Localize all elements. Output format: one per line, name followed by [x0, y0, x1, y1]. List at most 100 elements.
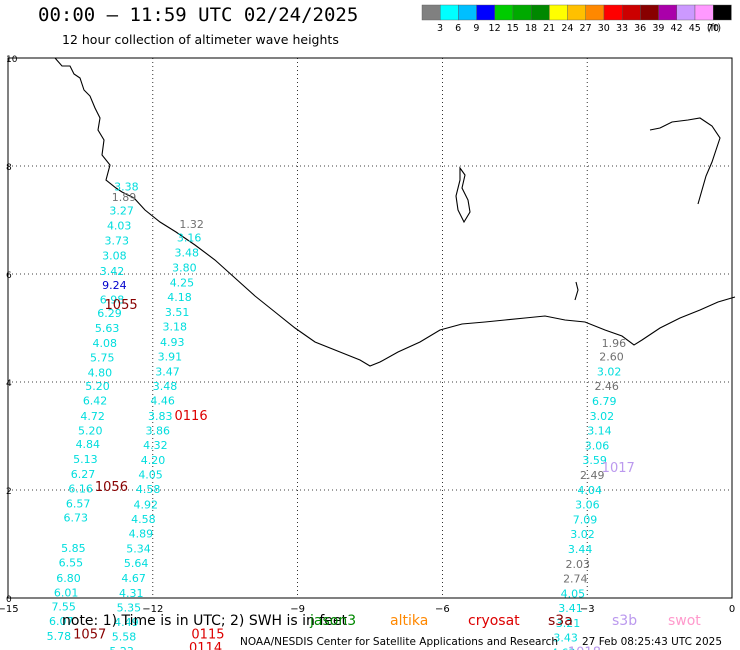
pass-time-label: 1055: [105, 298, 138, 313]
mission-s3a: s3a: [548, 613, 573, 629]
wave-height-value: 3.18: [162, 321, 187, 334]
color-legend: 3 6 9 12 15 18 21 24 27 30 33 36 39 42 45 70(ft): [421, 4, 732, 34]
y-tick-label: 10: [6, 55, 18, 65]
legend-unit: (ft): [707, 23, 721, 34]
legend-swatch: [494, 4, 514, 21]
legend-swatch: [640, 4, 659, 21]
wave-height-value: 5.63: [95, 322, 120, 335]
x-tick-label: −6: [435, 604, 450, 615]
mission-swot: swot: [668, 613, 701, 629]
wave-height-value: 4.58: [136, 483, 161, 496]
wave-height-value: 6.29: [97, 307, 122, 320]
wave-height-value: 6.98: [100, 294, 125, 307]
wave-height-value: 4.49: [114, 616, 139, 629]
legend-label: 27: [580, 23, 592, 34]
wave-height-value: 6.42: [83, 395, 108, 408]
legend-swatch: [567, 4, 586, 21]
wave-height-value: 4.04: [578, 484, 603, 497]
pass-time-label: 0114: [189, 641, 222, 650]
wave-height-value: 4.20: [141, 454, 166, 467]
wave-height-value: 6.73: [64, 511, 89, 524]
wave-height-value: 3.06: [575, 498, 600, 511]
wave-height-value: 2.46: [594, 380, 619, 393]
pass-time-label: 1018: [568, 645, 601, 650]
west-africa-coast: [54, 57, 736, 367]
wave-height-value: 4.80: [88, 367, 113, 380]
mission-jason3: jason3: [309, 613, 356, 629]
wave-height-value: 3.59: [582, 454, 607, 467]
wave-height-value: 4.46: [150, 395, 175, 408]
legend-swatch: [603, 4, 623, 21]
wave-height-value: 5.34: [126, 543, 150, 556]
wave-height-value: 6.80: [56, 572, 80, 585]
legend-label: 18: [525, 23, 537, 34]
wave-height-value: 4.03: [107, 220, 131, 233]
x-axis-ticks: −15 −12 −9 −6 −3 0: [0, 604, 735, 615]
wave-height-value: 3.08: [102, 249, 127, 262]
wave-height-value: 6.16: [68, 483, 93, 496]
legend-swatch: [713, 4, 732, 21]
wave-height-value: 4.67: [121, 572, 146, 585]
y-tick-label: 6: [6, 271, 12, 281]
wave-height-value: 4.63: [551, 646, 576, 650]
legend-label: 21: [543, 23, 555, 34]
wave-height-value: 4.18: [167, 291, 192, 304]
wave-height-value: 3.38: [114, 180, 139, 193]
legend-swatch: [476, 4, 496, 21]
wave-height-value: 3.16: [177, 232, 202, 245]
wave-height-value: 3.47: [155, 366, 180, 379]
wave-height-value: 3.06: [585, 440, 610, 453]
wave-height-value: 5.75: [90, 351, 115, 364]
wave-height-value: 2.60: [599, 350, 624, 363]
legend-label: 12: [489, 23, 501, 34]
wave-height-value: 5.35: [117, 602, 142, 615]
legend-label: 6: [455, 23, 461, 34]
wave-height-value: 1.96: [602, 337, 627, 350]
wave-height-value: 4.05: [561, 587, 586, 600]
wave-height-value: 3.48: [175, 247, 200, 260]
wave-height-value: 5.13: [73, 453, 98, 466]
pass-time-label: 1017: [602, 461, 635, 476]
legend-swatch: [458, 4, 477, 21]
coastline: [54, 57, 736, 367]
wave-height-value: 3.44: [568, 543, 593, 556]
pass-time-label: 1057: [73, 628, 106, 643]
legend-swatch: [694, 4, 714, 21]
wave-height-value: 3.42: [100, 265, 125, 278]
wave-height-value: 6.07: [49, 615, 74, 628]
legend-label: 36: [634, 23, 646, 34]
wave-height-value: 3.02: [597, 366, 622, 379]
wave-height-value: 4.84: [76, 438, 101, 451]
x-tick-label: 0: [729, 604, 735, 615]
wave-height-value: 3.02: [590, 410, 615, 423]
legend-swatch: [676, 4, 696, 21]
wave-height-value: 3.02: [570, 528, 595, 541]
x-tick-label: −3: [580, 604, 595, 615]
wave-height-value: 2.74: [563, 572, 588, 585]
legend-label: 9: [473, 23, 479, 34]
legend-swatch: [440, 4, 459, 21]
wave-height-value: 4.58: [131, 513, 156, 526]
wave-height-value: 6.57: [66, 497, 91, 510]
wave-height-value: 5.58: [112, 631, 137, 644]
y-tick-label: 4: [6, 379, 12, 389]
wave-height-value: 5.64: [124, 557, 149, 570]
x-tick-label: −15: [0, 604, 19, 615]
wave-height-value: 2.03: [565, 558, 590, 571]
legend-swatch: [549, 4, 568, 21]
mission-legend: jason3 altika cryosat s3a s3b swot: [309, 613, 701, 629]
x-tick-label: −9: [290, 604, 305, 615]
wave-height-value: 3.73: [105, 234, 129, 247]
wave-height-value: 1.32: [179, 218, 204, 231]
wave-height-value: 5.85: [61, 542, 86, 555]
wave-height-value: 6.27: [71, 468, 96, 481]
wave-height-value: 5.20: [78, 424, 103, 437]
wave-height-value: 4.93: [160, 336, 185, 349]
mission-s3b: s3b: [612, 613, 637, 629]
legend-label: 33: [616, 23, 628, 34]
mission-cryosat: cryosat: [468, 613, 520, 629]
wave-height-value: 3.48: [153, 380, 178, 393]
river-mid: [574, 281, 579, 301]
wave-height-value: 4.08: [92, 337, 117, 350]
